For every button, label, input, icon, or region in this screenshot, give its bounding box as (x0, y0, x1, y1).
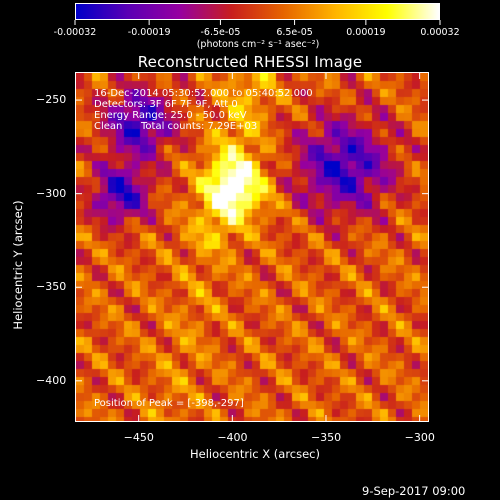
y-tick-label: −250 (36, 93, 67, 107)
annotation-algorithm: Clean (94, 121, 123, 132)
colorbar-tick-label: -6.5e-05 (200, 27, 241, 38)
colorbar-tick-label: 0.00019 (346, 27, 386, 38)
annotation-peak-position: Position of Peak = [-398,-297] (94, 398, 244, 409)
plot-frame (75, 72, 429, 422)
annotation-time-range: 16-Dec-2014 05:30:52.000 to 05:40:52.000 (94, 88, 313, 99)
colorbar-units: (photons cm⁻² s⁻¹ asec⁻²) (196, 39, 320, 50)
colorbar-tick-label: -0.00032 (53, 27, 97, 38)
colorbar-gradient (76, 4, 439, 19)
y-tick-label: −400 (36, 373, 67, 387)
colorbar-tick-label: -0.00019 (127, 27, 171, 38)
heatmap-image (76, 73, 428, 421)
colorbar (75, 3, 440, 20)
x-tick-label: −300 (404, 431, 435, 444)
colorbar-tick-label: 6.5e-05 (276, 27, 313, 38)
annotation-detectors: Detectors: 3F 6F 7F 9F, Att 0 (94, 99, 238, 110)
colorbar-tick-label: 0.00032 (420, 27, 460, 38)
x-tick-label: −400 (217, 431, 248, 444)
annotation-energy-range: Energy Range: 25.0 - 50.0 keV (94, 110, 247, 121)
annotation-total-counts: Total counts: 7.29E+03 (141, 121, 258, 132)
y-tick-label: −300 (36, 186, 67, 200)
footer-date: 9-Sep-2017 09:00 (362, 484, 466, 498)
colorbar-ticks (74, 20, 441, 25)
y-tick-label: −350 (36, 280, 67, 294)
y-axis-label: Heliocentric Y (arcsec) (11, 200, 25, 330)
x-tick-label: −350 (310, 431, 342, 444)
chart-title: Reconstructed RHESSI Image (137, 53, 363, 71)
x-tick-label: −450 (123, 431, 154, 444)
x-axis-label: Heliocentric X (arcsec) (190, 447, 320, 461)
